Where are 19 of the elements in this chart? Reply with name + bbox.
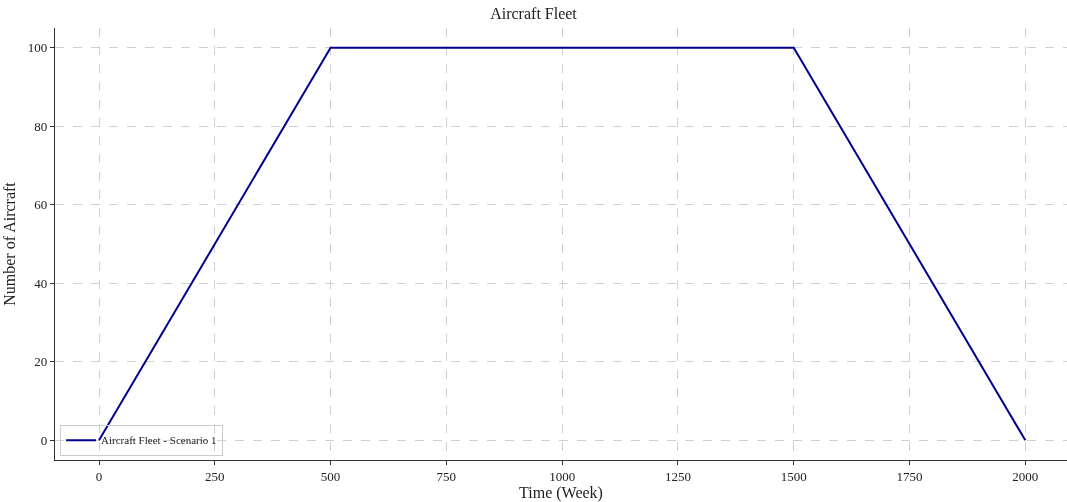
x-tick-label: 1750 [896, 468, 923, 484]
y-tick-label: 0 [40, 432, 48, 448]
x-tick-label: 1500 [780, 468, 807, 484]
x-tick-label: 0 [95, 468, 103, 484]
y-tick-label: 40 [34, 275, 48, 291]
y-axis-title: Number of Aircraft [0, 181, 18, 306]
y-tick-label: 100 [27, 40, 48, 56]
y-tick-label: 20 [34, 354, 48, 370]
x-tick-label: 1000 [549, 468, 576, 484]
x-axis-title: Time (Week) [519, 484, 603, 502]
x-tick-label: 500 [320, 468, 341, 484]
x-tick-label: 750 [436, 468, 457, 484]
y-tick-label: 60 [34, 197, 48, 213]
legend-label: Aircraft Fleet - Scenario 1 [101, 434, 217, 447]
x-tick-label: 250 [205, 468, 225, 484]
y-tick-label: 80 [34, 118, 48, 134]
chart-title: Aircraft Fleet [490, 4, 578, 22]
x-tick-label: 1250 [664, 468, 691, 484]
x-tick-label: 2000 [1012, 468, 1039, 484]
